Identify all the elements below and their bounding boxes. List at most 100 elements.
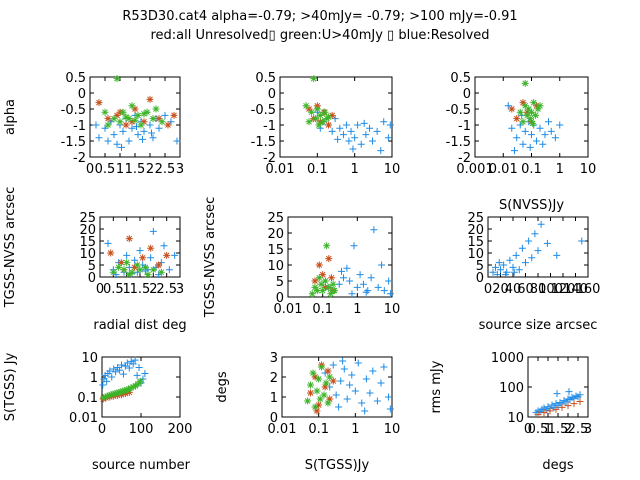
blue-plus-point: [493, 271, 501, 279]
plot-frame: [487, 216, 589, 278]
blue-plus-point: [380, 363, 388, 371]
blue-plus-point: [526, 143, 534, 151]
blue-plus-point: [339, 131, 347, 139]
blue-plus-point: [123, 251, 131, 259]
red-star-point: [315, 261, 323, 269]
green-star-point: [307, 381, 315, 389]
blue-plus-point: [331, 115, 339, 123]
blue-plus-point: [139, 135, 146, 143]
x-tick-label: 100: [129, 422, 154, 437]
x-tick-label: 1: [351, 162, 359, 177]
blue-plus-point: [506, 256, 514, 264]
green-star-point: [133, 261, 141, 269]
green-star-point: [302, 102, 310, 110]
blue-plus-point: [106, 367, 114, 375]
y-tick-label: -0.5: [61, 103, 86, 118]
x-tick-label: 10: [384, 302, 401, 317]
green-star-point: [127, 384, 135, 392]
y-axis-label: alpha: [3, 99, 18, 135]
green-star-point: [315, 375, 323, 383]
x-tick-label: 2: [564, 422, 572, 437]
blue-plus-point: [338, 267, 346, 275]
blue-plus-point: [361, 407, 369, 415]
x-tick-label: 200: [168, 422, 193, 437]
y-tick-label: 0: [463, 87, 471, 102]
y-tick-label: -2: [458, 151, 471, 166]
x-tick-label: 1: [116, 162, 124, 177]
green-star-point: [101, 393, 109, 401]
x-tick-label: 0: [524, 422, 532, 437]
x-tick-label: 0.5: [528, 422, 549, 437]
y-tick-label: 20: [467, 223, 484, 238]
blue-plus-point: [136, 247, 144, 255]
blue-plus-point: [123, 359, 131, 367]
x-tick-label: 1: [544, 422, 552, 437]
blue-plus-point: [497, 266, 504, 274]
green-star-point: [103, 392, 111, 400]
y-tick-label: 25: [267, 211, 284, 226]
red-star-point: [104, 115, 112, 123]
blue-plus-point: [386, 405, 394, 413]
blue-plus-point: [351, 387, 359, 395]
red-star-point: [164, 121, 172, 129]
red-star-point: [107, 249, 115, 257]
x-tick-label: 1: [351, 422, 359, 437]
y-tick-label: -0.5: [251, 103, 276, 118]
y-tick-label: 15: [267, 243, 284, 258]
blue-plus-point: [377, 379, 385, 387]
blue-plus-point: [353, 283, 361, 291]
blue-plus-point: [384, 134, 392, 142]
x-tick-label: 2.5: [155, 162, 176, 177]
red-star-point: [324, 367, 332, 375]
panel-p7: 0 100 200 10 1 0.1 0.01 source number S(TGSS) Jy: [3, 351, 192, 473]
blue-plus-point: [173, 137, 181, 145]
red-plus-point: [534, 411, 542, 419]
red-star-point: [125, 235, 133, 243]
y-tick-label: 25: [79, 211, 96, 226]
blue-plus-point: [500, 261, 508, 269]
blue-plus-point: [118, 143, 125, 151]
x-tick-label: 80: [530, 282, 547, 297]
blue-plus-point: [385, 277, 393, 285]
red-star-point: [147, 244, 155, 252]
blue-plus-point: [336, 124, 344, 132]
green-star-point: [122, 113, 130, 121]
red-star-point: [328, 274, 336, 282]
blue-plus-point: [356, 271, 364, 279]
panel-p9: 00.511.522.53 1000 100 10 degs rms mJy: [429, 351, 592, 473]
blue-plus-point: [113, 140, 121, 148]
y-axis-label: TGSS-NVSS arcsec: [203, 197, 218, 319]
green-star-point: [325, 113, 333, 121]
y-tick-label: 2: [270, 371, 278, 386]
blue-plus-point: [108, 373, 116, 381]
green-star-point: [315, 121, 323, 129]
green-star-point: [311, 283, 319, 291]
red-star-point: [170, 111, 178, 119]
blue-plus-point: [346, 381, 354, 389]
red-star-point: [532, 102, 540, 110]
red-star-point: [328, 111, 336, 119]
blue-plus-point: [377, 147, 385, 155]
blue-plus-point: [118, 361, 125, 369]
blue-plus-point: [510, 147, 518, 155]
blue-plus-point: [328, 127, 336, 135]
green-star-point: [313, 387, 321, 395]
x-tick-label: 160: [576, 282, 601, 297]
blue-plus-point: [545, 118, 553, 126]
blue-plus-point: [373, 127, 381, 135]
red-star-point: [325, 121, 333, 129]
blue-plus-point: [339, 357, 347, 365]
green-star-point: [530, 99, 538, 107]
green-star-point: [309, 369, 317, 377]
blue-plus-point: [364, 287, 372, 295]
green-star-point: [109, 268, 117, 276]
y-axis-label: TGSS-NVSS arcsec: [3, 187, 18, 309]
x-tick-label: 0.1: [521, 162, 542, 177]
blue-plus-point: [167, 118, 175, 126]
y-tick-label: -1.5: [251, 135, 276, 150]
green-star-point: [120, 266, 128, 274]
blue-plus-point: [332, 391, 340, 399]
green-star-point: [327, 290, 335, 298]
green-star-point: [312, 115, 320, 123]
